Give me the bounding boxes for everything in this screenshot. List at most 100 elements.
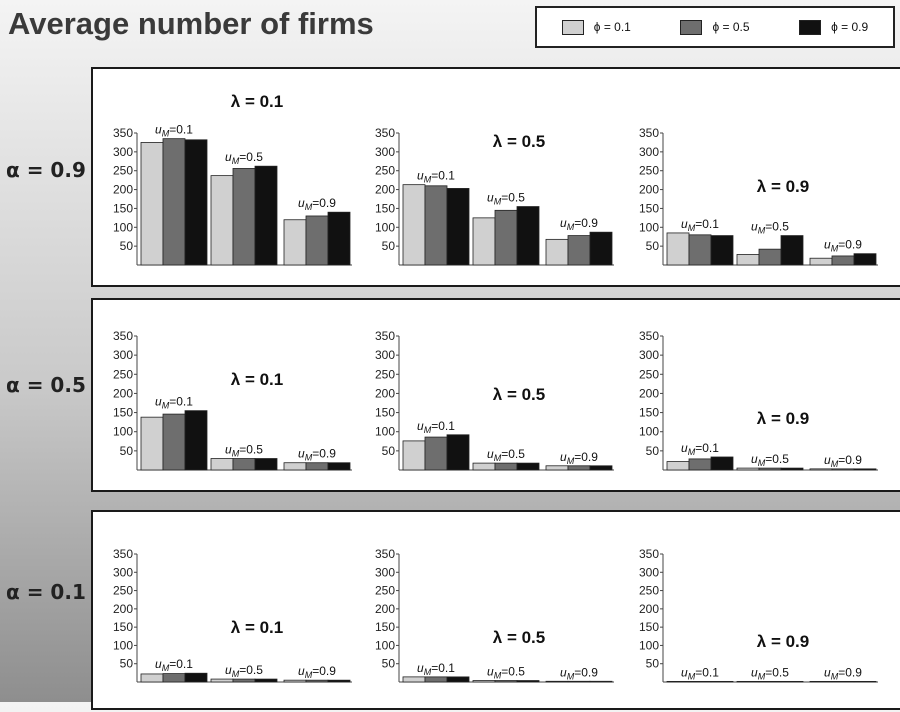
group-label-u2: uM=0.9 <box>824 665 862 681</box>
bar-g2-s1 <box>305 462 329 471</box>
group-label-u1: uM=0.5 <box>225 663 263 679</box>
subchart-7: 50 100 150 200 250 300 350 uM=0.1 uM=0.5 uM=0.9 λ … <box>375 547 614 683</box>
bar-g0-s1 <box>424 185 448 266</box>
bar-g0-s0 <box>402 440 426 471</box>
legend-label: ϕ = 0.1 <box>593 20 631 34</box>
bar-g1-s2 <box>254 678 278 683</box>
lambda-label: λ = 0.9 <box>757 632 809 651</box>
y-tick-label: 300 <box>639 565 659 579</box>
bar-g0-s0 <box>402 184 426 266</box>
group-label-u0: uM=0.1 <box>417 419 455 435</box>
y-tick-label: 50 <box>646 239 660 253</box>
lambda-label: λ = 0.9 <box>757 177 809 196</box>
y-tick-label: 300 <box>639 348 659 362</box>
y-tick-label: 100 <box>113 425 133 439</box>
y-tick-label: 150 <box>113 201 133 215</box>
subchart-5: 50 100 150 200 250 300 350 uM=0.1 uM=0.5 uM=0.9 λ … <box>639 329 878 471</box>
y-tick-label: 250 <box>639 164 659 178</box>
group-label-u1: uM=0.5 <box>487 447 525 463</box>
bar-g0-s1 <box>424 436 448 471</box>
y-tick-label: 150 <box>639 406 659 420</box>
bar-g2-s1 <box>305 679 329 683</box>
y-tick-label: 100 <box>639 220 659 234</box>
bar-g0-s0 <box>140 416 164 471</box>
bar-g1-s1 <box>232 678 256 683</box>
lambda-label: λ = 0.1 <box>231 92 283 111</box>
bar-g0-s1 <box>162 673 186 683</box>
group-label-u0: uM=0.1 <box>155 395 193 411</box>
bar-g1-s1 <box>758 680 782 683</box>
group-label-u2: uM=0.9 <box>560 450 598 466</box>
group-label-u0: uM=0.1 <box>417 661 455 677</box>
group-label-u2: uM=0.9 <box>298 664 336 680</box>
y-tick-label: 150 <box>639 620 659 634</box>
bar-g2-s0 <box>283 219 307 266</box>
y-tick-label: 250 <box>375 584 395 598</box>
bar-g0-s0 <box>140 142 164 266</box>
bar-g2-s2 <box>327 211 351 266</box>
bar-g1-s0 <box>472 462 496 471</box>
subchart-4: 50 100 150 200 250 300 350 uM=0.1 uM=0.5 uM=0.9 λ … <box>375 329 614 471</box>
legend-label: ϕ = 0.9 <box>831 20 869 34</box>
y-tick-label: 350 <box>375 126 395 140</box>
bar-g2-s1 <box>831 468 855 471</box>
y-tick-label: 350 <box>113 126 133 140</box>
y-tick-label: 250 <box>375 367 395 381</box>
bar-g2-s0 <box>283 462 307 471</box>
lambda-label: λ = 0.1 <box>231 618 283 637</box>
group-label-u1: uM=0.5 <box>751 665 789 681</box>
bar-g2-s2 <box>589 680 613 683</box>
y-tick-label: 300 <box>375 145 395 159</box>
y-tick-label: 100 <box>113 638 133 652</box>
group-label-u1: uM=0.5 <box>751 452 789 468</box>
bar-g2-s0 <box>545 238 569 266</box>
y-tick-label: 50 <box>646 444 660 458</box>
subchart-1: 50 100 150 200 250 300 350 uM=0.1 uM=0.5 uM=0.9 λ … <box>375 126 614 266</box>
bar-g2-s2 <box>589 465 613 471</box>
y-tick-label: 50 <box>382 239 396 253</box>
y-tick-label: 250 <box>113 367 133 381</box>
y-tick-label: 250 <box>375 164 395 178</box>
bar-g1-s0 <box>736 467 760 471</box>
y-tick-label: 300 <box>113 145 133 159</box>
bar-g2-s0 <box>809 680 833 683</box>
bar-g1-s2 <box>780 235 804 266</box>
group-label-u0: uM=0.1 <box>417 169 455 185</box>
bar-g1-s2 <box>254 458 278 471</box>
bar-g1-s0 <box>472 680 496 683</box>
bar-g0-s2 <box>710 680 734 683</box>
y-tick-label: 300 <box>375 348 395 362</box>
legend-item-phi-0-9: ϕ = 0.9 <box>799 19 869 35</box>
bar-g0-s2 <box>710 456 734 471</box>
legend-swatch-mid <box>680 19 703 35</box>
bar-g1-s2 <box>516 462 540 471</box>
bar-g1-s0 <box>210 678 234 683</box>
bar-g2-s1 <box>305 215 329 266</box>
bar-g0-s2 <box>710 235 734 266</box>
y-tick-label: 250 <box>639 367 659 381</box>
group-label-u1: uM=0.5 <box>751 220 789 236</box>
y-tick-label: 150 <box>113 620 133 634</box>
group-label-u2: uM=0.9 <box>560 665 598 681</box>
y-tick-label: 300 <box>375 565 395 579</box>
bar-g1-s1 <box>494 209 518 266</box>
group-label-u2: uM=0.9 <box>298 447 336 463</box>
bar-g0-s2 <box>184 139 208 266</box>
bar-g2-s1 <box>567 235 591 266</box>
lambda-label: λ = 0.5 <box>493 132 545 151</box>
bar-g2-s2 <box>853 468 877 471</box>
y-tick-label: 350 <box>375 547 395 561</box>
bar-g0-s1 <box>688 680 712 683</box>
group-label-u2: uM=0.9 <box>824 453 862 469</box>
group-label-u1: uM=0.5 <box>225 443 263 459</box>
y-tick-label: 200 <box>639 386 659 400</box>
bar-g1-s2 <box>516 206 540 266</box>
bar-g0-s2 <box>184 410 208 471</box>
bar-g2-s0 <box>809 468 833 471</box>
y-tick-label: 100 <box>113 220 133 234</box>
bar-g1-s2 <box>780 680 804 683</box>
row-label-alpha-0-1: α = 0.1 <box>6 580 86 604</box>
chart-row-alpha-0-9: 50 100 150 200 250 300 350 uM=0.1 uM=0.5 uM=0.9 λ … <box>113 92 878 266</box>
legend-swatch-light <box>561 19 584 35</box>
bar-g0-s1 <box>688 234 712 266</box>
